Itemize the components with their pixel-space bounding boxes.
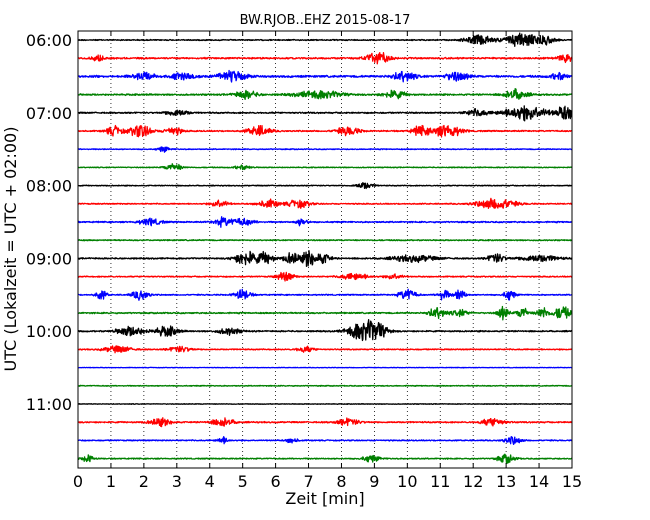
trace-0930 — [77, 288, 573, 301]
trace-0600 — [77, 32, 573, 48]
y-tick-label: 08:00 — [26, 177, 72, 196]
chart-title: BW.RJOB..EHZ 2015-08-17 — [240, 13, 411, 28]
x-tick-label: 14 — [529, 472, 549, 491]
trace-0615 — [77, 51, 573, 65]
x-tick-label: 7 — [303, 472, 313, 491]
trace-0830 — [77, 216, 573, 228]
trace-1145 — [77, 453, 573, 465]
trace-1030 — [77, 366, 573, 369]
x-tick-label: 6 — [271, 472, 281, 491]
x-axis-ticks: 0 1 2 3 4 5 6 7 8 9 10 11 12 13 14 15 — [73, 31, 582, 491]
vertical-gridlines — [110, 31, 540, 468]
trace-0630 — [77, 69, 573, 83]
x-tick-label: 9 — [369, 472, 379, 491]
y-tick-label: 07:00 — [26, 104, 72, 123]
trace-0745 — [77, 163, 573, 171]
trace-1130 — [77, 436, 573, 446]
x-tick-label: 1 — [106, 472, 116, 491]
y-tick-label: 09:00 — [26, 249, 72, 268]
x-tick-label: 8 — [336, 472, 346, 491]
x-tick-label: 0 — [73, 472, 83, 491]
y-tick-label: 06:00 — [26, 31, 72, 50]
x-tick-label: 4 — [205, 472, 215, 491]
x-tick-label: 3 — [172, 472, 182, 491]
trace-1000 — [77, 319, 573, 342]
x-axis-label: Zeit [min] — [285, 489, 364, 508]
trace-0945 — [77, 305, 573, 321]
trace-0700 — [77, 105, 573, 122]
trace-0845 — [77, 238, 573, 242]
trace-0800 — [77, 182, 573, 190]
y-axis-label: UTC (Lokalzeit = UTC + 02:00) — [1, 127, 20, 372]
x-tick-label: 2 — [139, 472, 149, 491]
trace-0715 — [77, 124, 573, 138]
x-tick-label: 13 — [496, 472, 516, 491]
plot-area — [78, 31, 572, 468]
trace-0915 — [77, 271, 573, 282]
trace-0645 — [77, 87, 573, 101]
y-tick-label: 10:00 — [26, 322, 72, 341]
trace-1115 — [77, 417, 573, 428]
trace-1015 — [77, 345, 573, 354]
trace-1100 — [77, 402, 573, 406]
trace-0730 — [77, 146, 573, 153]
x-tick-label: 5 — [238, 472, 248, 491]
x-tick-label: 10 — [397, 472, 417, 491]
trace-0815 — [77, 197, 573, 210]
plot-border — [77, 30, 573, 469]
trace-0900 — [77, 249, 573, 267]
y-axis-ticks: 06:00 07:00 08:00 09:00 10:00 11:00 — [26, 31, 572, 414]
x-tick-label: 12 — [463, 472, 483, 491]
y-tick-label: 11:00 — [26, 395, 72, 414]
x-tick-label: 11 — [430, 472, 450, 491]
x-tick-label: 15 — [562, 472, 582, 491]
seismogram-traces — [77, 32, 573, 465]
trace-1045 — [77, 384, 573, 387]
